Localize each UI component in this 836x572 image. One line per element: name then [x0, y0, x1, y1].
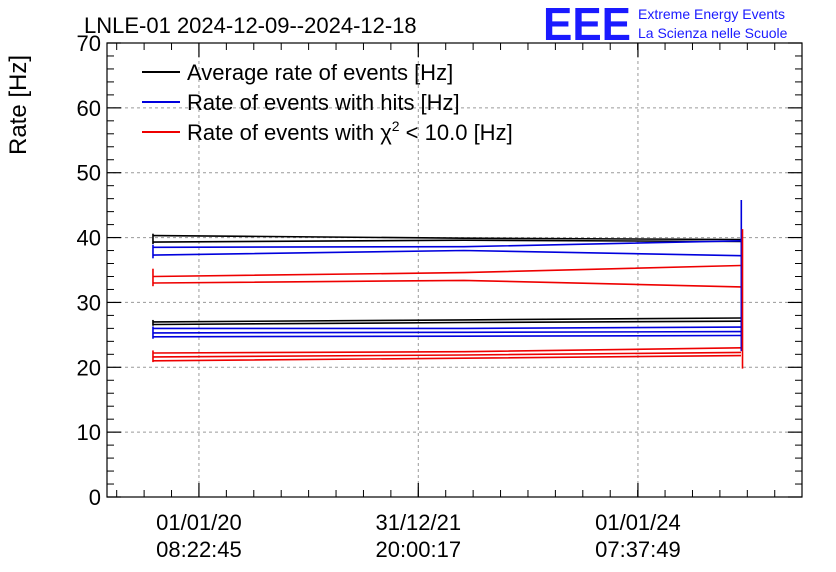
y-tick-label: 70 — [77, 31, 101, 56]
x-tick-label-time: 07:37:49 — [595, 537, 681, 562]
legend: Average rate of events [Hz] Rate of event… — [142, 60, 513, 145]
y-tick-label: 40 — [77, 226, 101, 251]
data-series — [152, 199, 744, 369]
plot-frame — [106, 42, 803, 498]
chart-title: LNLE-01 2024-12-09--2024-12-18 — [84, 13, 417, 38]
series-line-avg — [152, 239, 742, 243]
y-tick-label: 10 — [77, 420, 101, 445]
eee-logo-mark: EEE — [543, 0, 631, 50]
series-line-hits — [152, 334, 742, 338]
series-line-hits — [152, 249, 742, 257]
series-line-hits — [152, 240, 742, 249]
series-line-chi2 — [152, 351, 742, 358]
grid-lines — [107, 43, 802, 497]
series-line-chi2 — [152, 354, 742, 362]
x-tick-label-date: 31/12/21 — [375, 510, 461, 535]
series-line-chi2 — [152, 279, 742, 288]
legend-label-text: Rate of events with χ — [187, 120, 392, 145]
series-line-chi2 — [152, 347, 742, 354]
y-tick-label: 20 — [77, 355, 101, 380]
x-tick-label-date: 01/01/20 — [156, 510, 242, 535]
y-tick-label: 50 — [77, 161, 101, 186]
y-tick-label: 0 — [89, 485, 101, 510]
legend-label-superscript: 2 — [392, 118, 400, 134]
legend-label-chi2: Rate of events with χ2 < 10.0 [Hz] — [187, 118, 513, 145]
x-tick-label-time: 20:00:17 — [375, 537, 461, 562]
y-tick-label: 60 — [77, 96, 101, 121]
series-line-chi2 — [152, 264, 742, 278]
series-line-avg — [152, 317, 742, 323]
legend-label-avg: Average rate of events [Hz] — [187, 60, 453, 85]
series-line-avg — [152, 234, 742, 241]
eee-logo-line2: La Scienza nelle Scuole — [638, 25, 788, 41]
x-tick-label-date: 01/01/24 — [595, 510, 681, 535]
legend-label-text: Rate of events with hits [Hz] — [187, 90, 460, 115]
legend-label-hits: Rate of events with hits [Hz] — [187, 90, 460, 115]
series-line-avg — [152, 320, 742, 326]
eee-logo-line1: Extreme Energy Events — [638, 6, 785, 22]
y-tick-label: 30 — [77, 290, 101, 315]
series-line-hits — [153, 326, 742, 330]
y-axis-title: Rate [Hz] — [5, 55, 32, 155]
axis-ticks: 01020304050607001/01/2008:22:4531/12/212… — [77, 31, 802, 562]
x-tick-label-time: 08:22:45 — [156, 537, 242, 562]
legend-label-text: Average rate of events [Hz] — [187, 60, 453, 85]
series-line-hits — [152, 330, 742, 334]
legend-label-suffix: < 10.0 [Hz] — [400, 120, 513, 145]
